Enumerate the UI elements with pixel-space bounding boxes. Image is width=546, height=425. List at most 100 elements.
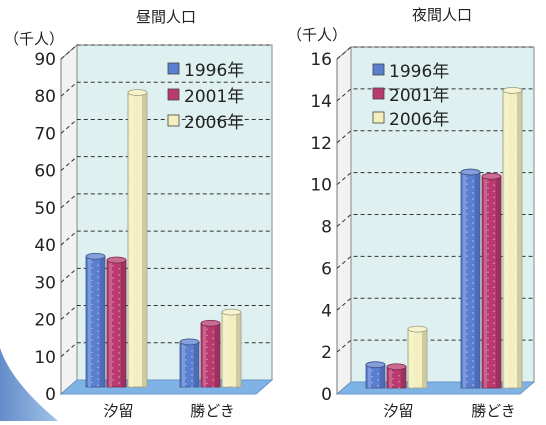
bar-shadow [380,364,385,388]
bar-dot [493,226,495,228]
bar-dot [508,233,510,236]
bar-dot [97,282,99,284]
bar-dot [472,258,474,260]
bar-shadow [194,341,199,387]
bar-dot [487,187,489,189]
bar-dot [91,261,93,263]
bar-dot [466,213,468,215]
bar-dot [493,334,495,336]
bar-dot [212,361,214,363]
bar-dot [139,100,141,103]
bar [106,256,127,388]
bar-dot [508,191,510,194]
bar-dot [493,358,495,360]
bar-dot [392,372,394,374]
bar-dot [466,285,468,287]
bar-dot [508,215,510,218]
bar-dot [398,387,400,389]
legend-swatch [167,114,180,127]
bar-dot [191,374,193,376]
decorative-swoosh [0,348,58,421]
bar-dot [233,362,235,364]
bar-dot [139,370,141,373]
bar-dot [413,364,415,366]
bar-dot [466,279,468,281]
bar-dot [118,382,120,384]
bar-dot [212,373,214,375]
bar-dot [487,343,489,345]
bar-dot [466,243,468,245]
bar-dot [508,269,510,272]
bar-dot [514,284,516,287]
bar-dot [493,376,495,378]
bar-dot [466,249,468,251]
bar-dot [191,368,193,370]
bar-dot [91,309,93,311]
bar-dot [493,214,495,216]
bar-dot [514,140,516,143]
daytime-population-chart: 昼間人口 （千人） 0 10 20 30 40 50 60 70 80 90 汐留 勝どき 1996年… [4,8,274,420]
bar-dot [227,353,229,355]
bar-dot [466,291,468,293]
bar-dot [97,378,99,380]
bar-dot [118,322,120,324]
bar-dot [413,358,415,360]
bar-dot [133,373,135,376]
bar-dot [227,347,229,349]
bar-dot [112,307,114,309]
bar-dot [233,368,235,370]
bar-dot [508,377,510,380]
bar-dot [487,265,489,267]
bar-dot [118,316,120,318]
bar-dot [112,301,114,303]
bar-dot [493,298,495,300]
bar-shadow [236,312,241,387]
bar-dot [139,136,141,139]
bar-dot [514,290,516,293]
bar-dot [227,371,229,373]
bar-dot [212,379,214,381]
bar-dot [133,127,135,130]
bar-dot [206,328,208,330]
bar-dot [206,346,208,348]
bar-dot [419,343,421,345]
bar-dot [508,143,510,146]
bar-dot [508,263,510,266]
bar-dot [514,200,516,203]
gridline [336,46,534,60]
bar-dot [133,223,135,226]
bar-dot [139,268,141,271]
bar-dot [493,274,495,276]
bar-dot [133,187,135,190]
bar-dot [191,356,193,358]
bar-dot [472,282,474,284]
bar-shadow [475,172,480,388]
bar-dot [487,313,489,315]
bar-dot [508,317,510,320]
bar-dot [133,301,135,304]
bar-dot [185,377,187,379]
bar-dot [97,276,99,278]
gridline [60,44,272,60]
bar-dot [398,375,400,377]
bar-dot [508,239,510,242]
gridline [60,156,272,172]
bar-dot [97,360,99,362]
bar-dot [493,304,495,306]
bar-dot [493,316,495,318]
bar-dot [472,372,474,374]
bar-dot [508,221,510,224]
bar-dot [508,311,510,314]
bar-dot [508,329,510,332]
bar-dot [118,346,120,348]
bar-dot [227,323,229,325]
gridline [60,230,272,246]
bar-top [460,168,481,176]
bar-dot [139,106,141,109]
bar-dot [212,355,214,357]
bar-dot [466,297,468,299]
bar-dot [139,232,141,235]
bar-dot [191,386,193,388]
bar-dot [112,337,114,339]
